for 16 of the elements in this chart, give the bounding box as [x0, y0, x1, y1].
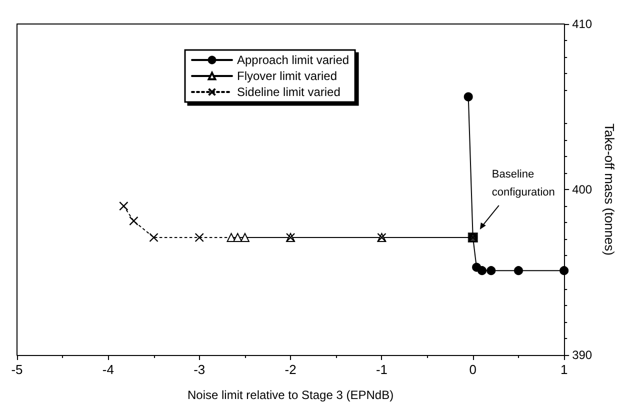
legend-label: Sideline limit varied: [237, 85, 340, 99]
annotation: Baseline configuration: [492, 168, 555, 198]
y-axis-title: Take-off mass (tonnes): [602, 124, 617, 256]
x-tick-label: 1: [560, 362, 568, 377]
x-tick-label: -1: [376, 362, 388, 377]
y-tick-label: 400: [572, 182, 592, 196]
legend-label: Approach limit varied: [237, 53, 350, 67]
y-tick-label: 390: [572, 348, 592, 362]
x-tick-label: -3: [194, 362, 206, 377]
x-tick-label: -5: [11, 362, 23, 377]
legend-label: Flyover limit varied: [237, 69, 338, 83]
x-tick-label: -4: [102, 362, 114, 377]
y-tick-label: 410: [572, 17, 592, 31]
x-tick-label: 0: [469, 362, 477, 377]
x-tick-label: -2: [284, 362, 296, 377]
x-axis-title: Noise limit relative to Stage 3 (EPNdB): [187, 388, 394, 402]
